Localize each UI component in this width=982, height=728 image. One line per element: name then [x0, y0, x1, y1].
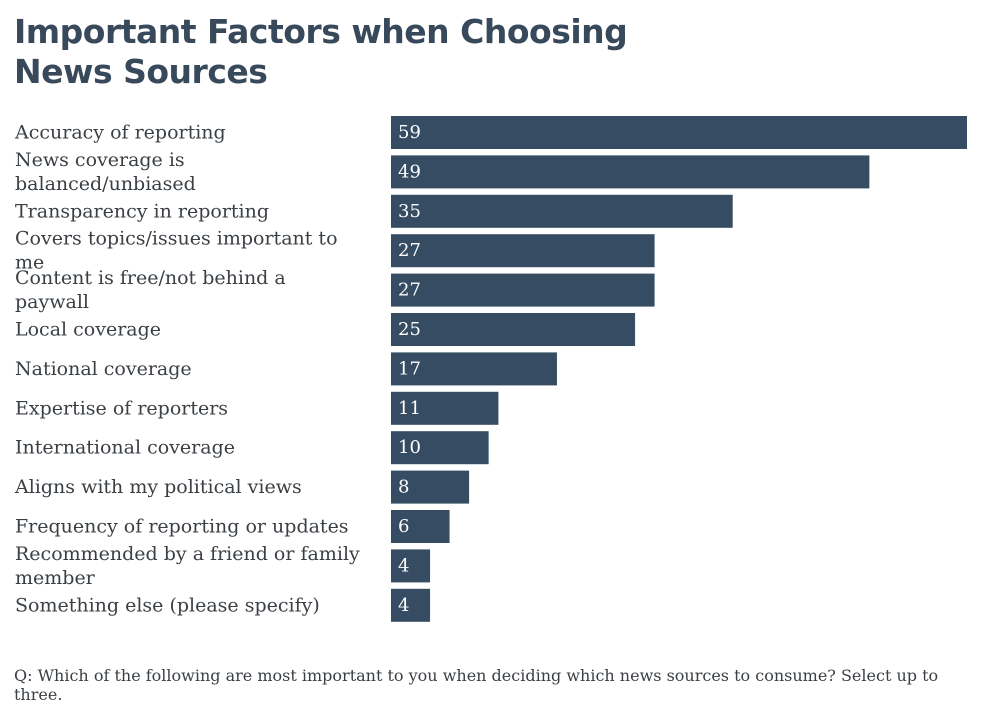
- data-label-local-coverage: 25: [398, 319, 421, 340]
- data-label-international-coverage: 10: [398, 437, 421, 458]
- category-label-accuracy-of-reporting: Accuracy of reporting: [14, 122, 226, 144]
- data-label-accuracy-of-reporting: 59: [398, 122, 421, 143]
- category-label-recommended-by-a-friend-or-family-member: Recommended by a friend or family member: [15, 543, 360, 589]
- category-label-covers-topics-issues-important-to-me: Covers topics/issues important to me: [15, 228, 338, 274]
- bar-content-is-free-not-behind-a-paywall: [391, 273, 655, 307]
- data-label-expertise-of-reporters: 11: [398, 398, 421, 419]
- bar-transparency-in-reporting: [391, 194, 733, 228]
- data-label-something-else-please-specify: 4: [398, 595, 409, 616]
- category-label-national-coverage: National coverage: [15, 358, 192, 380]
- data-label-covers-topics-issues-important-to-me: 27: [398, 240, 421, 261]
- category-label-aligns-with-my-political-views: Aligns with my political views: [14, 476, 302, 498]
- category-label-content-is-free-not-behind-a-paywall: Content is free/not behind a paywall: [15, 267, 286, 313]
- bar-international-coverage: [391, 431, 489, 465]
- category-label-transparency-in-reporting: Transparency in reporting: [15, 200, 269, 222]
- data-label-recommended-by-a-friend-or-family-member: 4: [398, 555, 409, 576]
- data-label-transparency-in-reporting: 35: [398, 201, 421, 222]
- category-label-international-coverage: International coverage: [15, 437, 235, 459]
- data-label-news-coverage-is-balanced-unbiased: 49: [398, 161, 421, 182]
- bar-covers-topics-issues-important-to-me: [391, 234, 655, 268]
- data-label-aligns-with-my-political-views: 8: [398, 477, 409, 498]
- data-label-content-is-free-not-behind-a-paywall: 27: [398, 280, 421, 301]
- category-label-local-coverage: Local coverage: [15, 319, 161, 341]
- chart-title: Important Factors when Choosing News Sou…: [14, 12, 628, 91]
- category-label-frequency-of-reporting-or-updates: Frequency of reporting or updates: [15, 516, 349, 538]
- bar-expertise-of-reporters: [391, 391, 499, 425]
- category-label-something-else-please-specify: Something else (please specify): [15, 594, 320, 616]
- bar-local-coverage: [391, 313, 636, 346]
- bar-national-coverage: [391, 352, 557, 386]
- data-label-frequency-of-reporting-or-updates: 6: [398, 516, 409, 537]
- bar-aligns-with-my-political-views: [391, 470, 470, 504]
- category-label-news-coverage-is-balanced-unbiased: News coverage is balanced/unbiased: [15, 149, 196, 195]
- bar-something-else-please-specify: [391, 588, 431, 622]
- bar-news-coverage-is-balanced-unbiased: [391, 155, 870, 189]
- data-label-national-coverage: 17: [398, 358, 421, 379]
- bar-frequency-of-reporting-or-updates: [391, 510, 450, 543]
- bar-recommended-by-a-friend-or-family-member: [391, 549, 431, 583]
- category-label-expertise-of-reporters: Expertise of reporters: [15, 397, 228, 419]
- chart-footnote: Q: Which of the following are most impor…: [14, 666, 939, 704]
- bar-accuracy-of-reporting: [391, 116, 967, 149]
